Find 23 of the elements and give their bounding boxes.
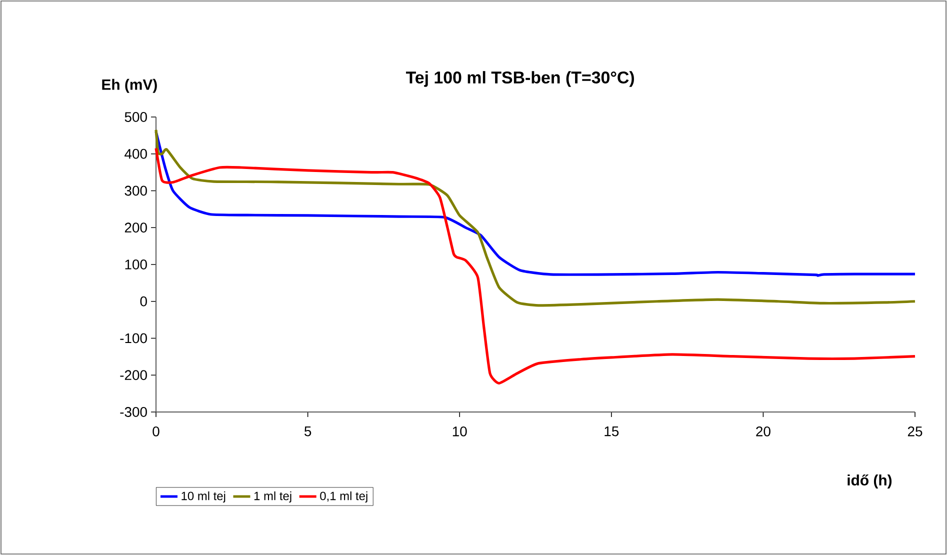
- x-tick-label: 15: [604, 426, 619, 436]
- y-tick-label: 0: [140, 296, 147, 306]
- chart-title: Tej 100 ml TSB-ben (T=30°C): [406, 71, 634, 87]
- y-tick-label: -300: [120, 407, 147, 417]
- x-tick-label: 0: [152, 426, 160, 436]
- y-axis-title: Eh (mV): [102, 78, 157, 93]
- y-tick-label: -200: [120, 370, 147, 380]
- y-tick-label: 300: [124, 186, 147, 196]
- x-tick-label: 20: [756, 426, 770, 436]
- y-tick-label: -100: [120, 333, 147, 344]
- y-tick-label: 500: [124, 112, 147, 122]
- legend-label: 0,1 ml tej: [320, 491, 368, 503]
- x-tick-label: 5: [304, 426, 312, 436]
- y-tick-label: 200: [124, 222, 147, 233]
- x-axis-title: idő (h): [848, 474, 892, 488]
- legend-label: 10 ml tej: [182, 491, 226, 503]
- y-tick-label: 100: [125, 260, 147, 270]
- line-series: [154, 128, 916, 307]
- x-tick-label: 10: [452, 426, 467, 436]
- line-series: [154, 147, 916, 385]
- x-tick-label: 25: [908, 426, 922, 436]
- legend-label: 1 ml tej: [254, 491, 292, 503]
- y-tick-label: 400: [124, 148, 147, 159]
